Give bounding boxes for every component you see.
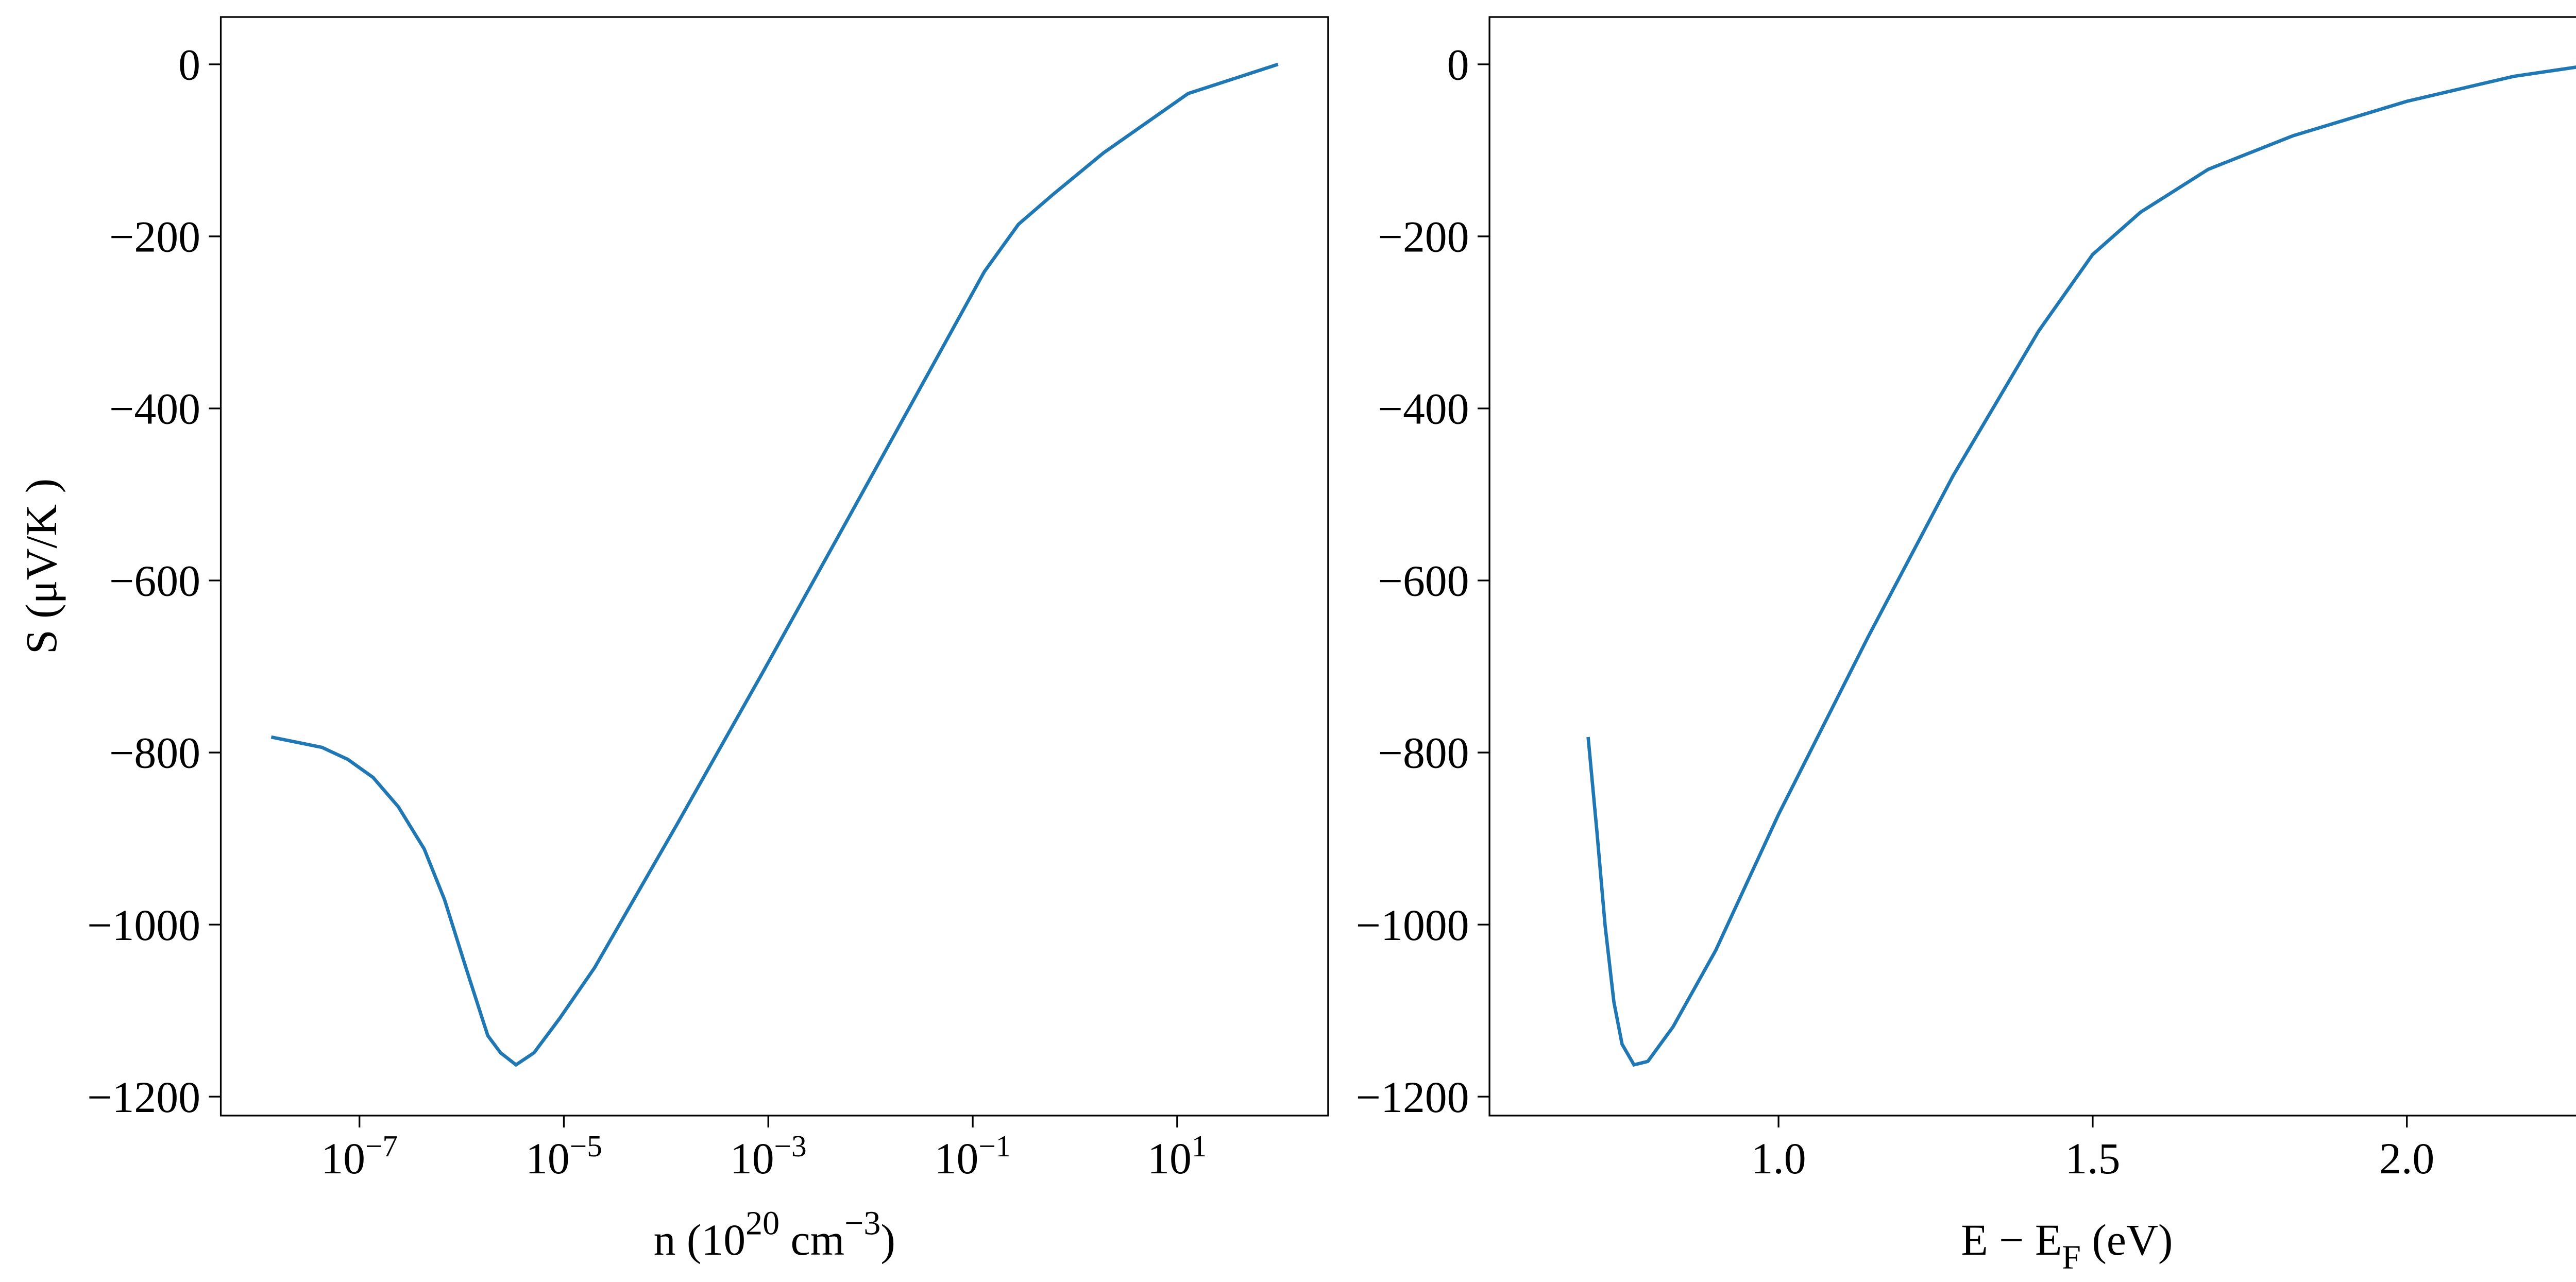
y-tick-label: 0: [1447, 41, 1469, 90]
y-tick-label: −1200: [87, 1073, 200, 1122]
x-axis-label-part: E − E: [1961, 1216, 2062, 1264]
x-axis-label-part: ): [880, 1216, 895, 1264]
data-line: [1586, 65, 2576, 1067]
y-axis-label: S (μV/K ): [17, 478, 66, 654]
y-tick-label: −400: [109, 385, 200, 434]
x-tick-base: 10: [321, 1134, 365, 1183]
x-tick-exponent: −3: [774, 1129, 807, 1163]
x-tick-label: 101: [1147, 1129, 1207, 1183]
data-line: [270, 62, 1279, 1067]
y-tick-label: −400: [1378, 385, 1469, 434]
x-tick-exponent: −5: [570, 1129, 602, 1163]
x-tick-label: 10−3: [730, 1129, 807, 1183]
x-tick-label: 1.5: [2065, 1134, 2120, 1183]
y-tick-label: −800: [1378, 729, 1469, 778]
x-tick-exponent: −7: [365, 1129, 398, 1163]
x-axis-label-part: F: [2062, 1239, 2081, 1276]
x-axis-label-part: cm: [779, 1216, 844, 1264]
y-tick-label: −200: [1378, 213, 1469, 262]
x-tick-base: 10: [730, 1134, 774, 1183]
y-tick-label: −200: [109, 213, 200, 262]
x-tick-label: 10−1: [935, 1129, 1011, 1183]
y-tick-label: −1000: [87, 901, 200, 950]
plot-frame: [219, 16, 1329, 1117]
x-axis-label-part: (eV): [2081, 1216, 2173, 1264]
x-tick-exponent: 1: [1192, 1129, 1207, 1163]
x-tick-base: 1.5: [2065, 1134, 2120, 1183]
x-tick-base: 1.0: [1751, 1134, 1806, 1183]
x-axis-label-part: 20: [745, 1205, 779, 1242]
x-tick-label: 10−7: [321, 1129, 398, 1183]
x-tick-base: 10: [935, 1134, 979, 1183]
y-tick-label: −600: [1378, 557, 1469, 606]
x-tick-base: 10: [1147, 1134, 1192, 1183]
y-tick-label: −1200: [1356, 1073, 1469, 1122]
x-axis-label: E − EF (eV): [1961, 1216, 2173, 1276]
x-tick-label: 1.0: [1751, 1134, 1806, 1183]
x-axis-label-part: n (10: [654, 1216, 746, 1264]
x-axis-label: n (1020 cm−3): [654, 1205, 895, 1265]
y-tick-label: −600: [109, 557, 200, 606]
x-tick-base: 10: [526, 1134, 570, 1183]
y-tick-label: 0: [178, 41, 200, 90]
x-tick-exponent: −1: [978, 1129, 1011, 1163]
x-axis-label-part: −3: [844, 1205, 880, 1242]
y-tick-label: −800: [109, 729, 200, 778]
x-tick-label: 10−5: [526, 1129, 602, 1183]
plot-frame: [1488, 16, 2576, 1117]
x-tick-base: 2.0: [2379, 1134, 2434, 1183]
y-tick-label: −1000: [1356, 901, 1469, 950]
x-tick-label: 2.0: [2379, 1134, 2434, 1183]
